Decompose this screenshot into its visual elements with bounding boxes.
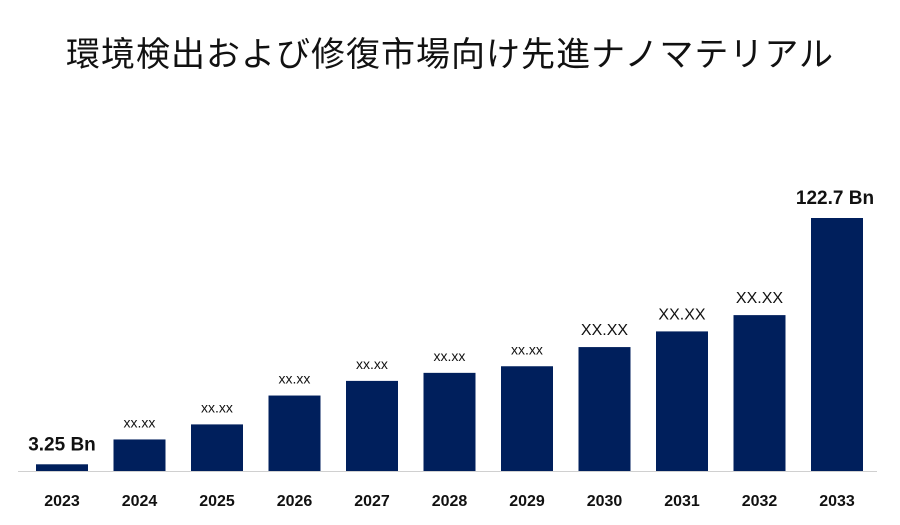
data-label-2027: xx.xx bbox=[356, 356, 388, 372]
bar-2033 bbox=[811, 218, 863, 471]
bar-2030 bbox=[578, 347, 631, 471]
x-tick-label-2031: 2031 bbox=[664, 493, 700, 510]
data-label-2029: xx.xx bbox=[511, 341, 543, 357]
x-tick-label-2032: 2032 bbox=[742, 493, 778, 510]
x-tick-label-2028: 2028 bbox=[432, 493, 468, 510]
x-tick-label-2030: 2030 bbox=[587, 493, 623, 510]
bar-2028 bbox=[423, 372, 476, 471]
data-label-2031: XX.XX bbox=[658, 306, 705, 323]
bar-2025 bbox=[191, 424, 243, 471]
x-tick-label-2025: 2025 bbox=[199, 493, 235, 510]
x-tick-label-2033: 2033 bbox=[819, 493, 855, 510]
data-label-2030: XX.XX bbox=[581, 322, 628, 339]
data-label-2028: xx.xx bbox=[434, 348, 466, 364]
bar-2029 bbox=[501, 366, 553, 471]
bar-2024 bbox=[113, 439, 166, 471]
data-label-2026: xx.xx bbox=[279, 371, 311, 387]
x-tick-label-2029: 2029 bbox=[509, 493, 545, 510]
x-tick-label-2024: 2024 bbox=[122, 493, 158, 510]
bar-2023 bbox=[36, 464, 88, 471]
x-tick-label-2023: 2023 bbox=[44, 493, 80, 510]
data-label-2025: xx.xx bbox=[201, 399, 233, 415]
bar-2032 bbox=[733, 315, 786, 471]
bar-2027 bbox=[346, 380, 398, 471]
bar-2031 bbox=[656, 331, 708, 471]
x-tick-label-2026: 2026 bbox=[277, 493, 313, 510]
bar-2026 bbox=[268, 395, 321, 471]
data-label-2023: 3.25 Bn bbox=[28, 434, 96, 455]
data-label-2024: xx.xx bbox=[124, 414, 156, 430]
data-label-2032: XX.XX bbox=[736, 290, 783, 307]
x-tick-label-2027: 2027 bbox=[354, 493, 390, 510]
chart-title: 環境検出および修復市場向け先進ナノマテリアル bbox=[66, 35, 834, 75]
data-label-2033: 122.7 Bn bbox=[796, 188, 874, 209]
